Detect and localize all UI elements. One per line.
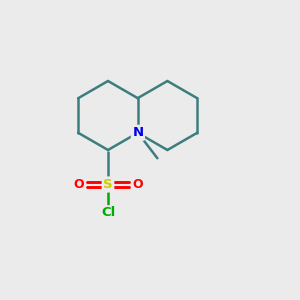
Text: S: S [103,178,113,191]
Text: N: N [132,126,143,139]
Text: Cl: Cl [101,206,115,220]
Text: O: O [132,178,143,191]
Text: O: O [73,178,84,191]
